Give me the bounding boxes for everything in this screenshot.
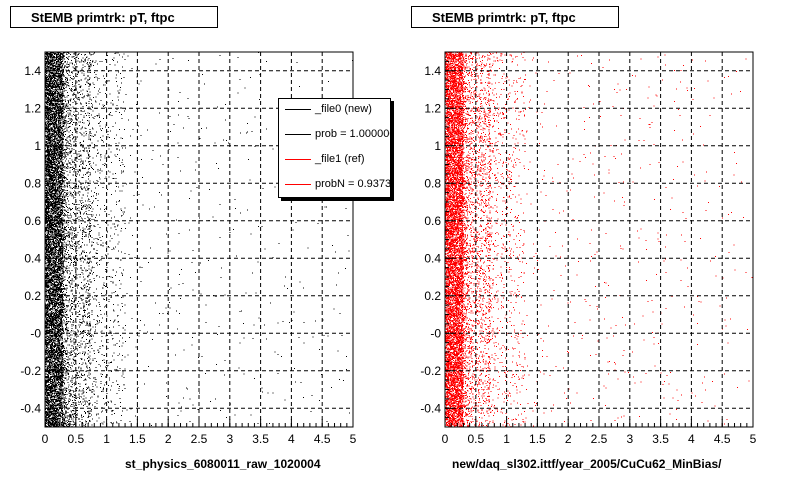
x-tick-label-right-1: 0.5 [467,432,484,446]
y-tick-label-left-9: 1.4 [24,64,41,78]
legend-line-prob [285,134,311,135]
x-tick-label-left-10: 5 [350,432,357,446]
x-tick-label-right-0: 0 [442,432,449,446]
x-tick-label-right-8: 4 [688,432,695,446]
scatter-points-right [445,51,754,428]
legend-label-file0: _file0 (new) [315,103,372,115]
chart-title-right: StEMB primtrk: pT, ftpc [411,6,619,28]
x-tick-label-left-6: 3 [226,432,233,446]
y-tick-label-left-4: 0.4 [24,251,41,265]
legend-line-file1 [285,159,311,160]
x-tick-label-right-3: 1.5 [529,432,546,446]
legend-line-file0 [285,109,311,110]
x-tick-label-right-10: 5 [750,432,757,446]
x-tick-label-left-4: 2 [165,432,172,446]
y-tick-label-left-8: 1.2 [24,101,41,115]
y-tick-label-right-2: -0 [430,326,441,340]
y-tick-label-left-3: 0.2 [24,289,41,303]
y-tick-label-right-7: 1 [434,139,441,153]
x-tick-label-right-5: 2.5 [591,432,608,446]
scatter-marker-cloud-left [45,51,354,428]
x-tick-label-left-5: 2.5 [191,432,208,446]
y-tick-label-right-4: 0.4 [424,251,441,265]
legend: _file0 (new) prob = 1.000000 _file1 (ref… [278,98,391,198]
y-tick-label-right-6: 0.8 [424,176,441,190]
x-tick-label-left-9: 4.5 [314,432,331,446]
legend-label-file1: _file1 (ref) [315,153,365,165]
x-axis-title-left: st_physics_6080011_raw_1020004 [125,457,321,471]
x-tick-label-left-3: 1.5 [129,432,146,446]
legend-entry-probn: probN = 0.937386 [279,174,391,194]
plot-area-right [445,52,753,427]
x-tick-label-left-2: 1 [103,432,110,446]
x-tick-label-right-7: 3.5 [652,432,669,446]
x-tick-label-left-1: 0.5 [67,432,84,446]
legend-entry-file0: _file0 (new) [279,99,390,119]
legend-entry-prob: prob = 1.000000 [279,124,391,144]
x-tick-label-left-8: 4 [288,432,295,446]
legend-label-probn: probN = 0.937386 [315,178,391,190]
y-tick-label-left-5: 0.6 [24,214,41,228]
x-tick-label-right-4: 2 [565,432,572,446]
scatter-marker-cloud-right [445,51,754,428]
x-tick-label-left-0: 0 [42,432,49,446]
x-tick-label-right-6: 3 [626,432,633,446]
x-tick-label-right-9: 4.5 [714,432,731,446]
y-tick-label-left-2: -0 [30,326,41,340]
y-tick-label-right-1: -0.2 [420,364,441,378]
x-axis-title-right: new/daq_sl302.ittf/year_2005/CuCu62_MinB… [452,457,722,471]
scatter-points-left [45,51,354,428]
y-tick-label-right-8: 1.2 [424,101,441,115]
chart-title-left: StEMB primtrk: pT, ftpc [10,6,218,28]
y-tick-label-left-6: 0.8 [24,176,41,190]
x-tick-label-right-2: 1 [503,432,510,446]
legend-entry-file1: _file1 (ref) [279,149,390,169]
y-tick-label-left-1: -0.2 [20,364,41,378]
y-tick-label-right-9: 1.4 [424,64,441,78]
legend-label-prob: prob = 1.000000 [315,128,391,140]
y-tick-label-left-0: -0.4 [20,401,41,415]
x-tick-label-left-7: 3.5 [252,432,269,446]
y-tick-label-left-7: 1 [34,139,41,153]
y-tick-label-right-5: 0.6 [424,214,441,228]
y-tick-label-right-3: 0.2 [424,289,441,303]
y-tick-label-right-0: -0.4 [420,401,441,415]
legend-line-probn [285,184,311,185]
